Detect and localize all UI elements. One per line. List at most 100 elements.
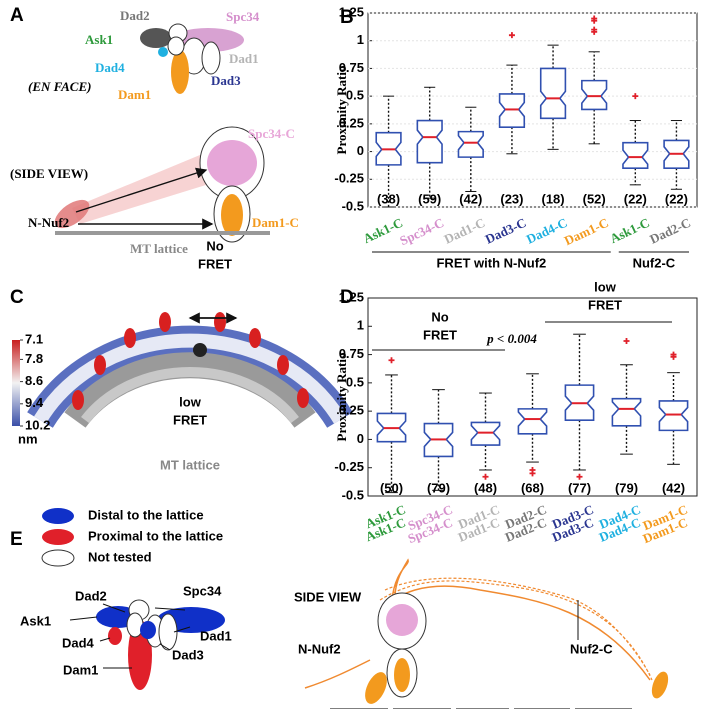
count-label: (18) <box>542 191 565 206</box>
count-label: (48) <box>474 480 497 495</box>
count-label: (50) <box>380 480 403 495</box>
side-view-diagram <box>54 126 270 243</box>
colorbar-tick-label: 7.1 <box>25 331 43 346</box>
colorbar <box>12 340 20 426</box>
x-tick-label: Dad2-C <box>647 215 693 247</box>
y-tick-label: 0 <box>357 431 364 446</box>
outlier <box>591 28 598 35</box>
label: N-Nuf2 <box>28 215 69 230</box>
outlier <box>670 353 677 360</box>
label: Spc34-C <box>248 126 295 141</box>
legend-label: Not tested <box>88 549 152 564</box>
label: Spc34 <box>226 9 260 24</box>
y-tick-label: 0.5 <box>346 374 364 389</box>
count-label: (42) <box>459 191 482 206</box>
panel-letter: E <box>10 529 23 550</box>
colorbar-tick-label: 10.2 <box>25 417 50 432</box>
x-tick-label: Dad3-C <box>483 215 529 247</box>
caption: SIDE VIEW <box>294 589 362 604</box>
panel-letter: C <box>10 287 24 308</box>
label: Dad3 <box>172 647 204 662</box>
label: Dad2 <box>75 588 107 603</box>
outlier <box>529 470 536 477</box>
label: Dam1-C <box>252 215 299 230</box>
outlier <box>623 337 630 344</box>
label: MT lattice <box>130 241 188 256</box>
annotation: FRET <box>173 412 207 427</box>
panel-letter: B <box>340 7 354 28</box>
legend-swatch <box>42 529 74 545</box>
y-tick-label: 0 <box>357 143 364 158</box>
y-tick-label: -0.5 <box>342 198 364 213</box>
label: Ask1 <box>20 613 51 628</box>
y-tick-label: 0.25 <box>339 403 364 418</box>
outlier <box>632 93 639 100</box>
count-label: (23) <box>500 191 523 206</box>
annotation: low <box>594 279 617 294</box>
outlier <box>591 17 598 24</box>
x-tick-label: Dam1-C <box>562 215 611 248</box>
y-tick-label: 0.5 <box>346 88 364 103</box>
colorbar-tick-label: 8.6 <box>25 373 43 388</box>
label: Dad2 <box>120 8 150 23</box>
count-label: (77) <box>568 480 591 495</box>
group-label: Nuf2-C <box>633 255 676 270</box>
count-label: (22) <box>624 191 647 206</box>
colorbar-tick-label: 9.4 <box>25 395 44 410</box>
label: Dad1 <box>229 51 259 66</box>
label: Dam1 <box>118 87 151 102</box>
plot-frame <box>367 12 698 208</box>
y-tick-label: -0.25 <box>334 459 364 474</box>
x-tick-label: Dad1-C <box>442 215 488 247</box>
box <box>658 400 689 432</box>
y-tick-label: 0.75 <box>339 346 364 361</box>
caption: (EN FACE) <box>28 79 91 94</box>
y-tick-label: 0.75 <box>339 60 364 75</box>
count-label: (38) <box>377 191 400 206</box>
colorbar-tick-label: 7.8 <box>25 351 43 366</box>
annotation: low <box>179 394 202 409</box>
box <box>581 79 608 111</box>
count-label: (42) <box>662 480 685 495</box>
label: Dad1 <box>200 628 232 643</box>
y-axis-label: Proximity Ratio <box>334 66 349 155</box>
annotation: FRET <box>588 297 622 312</box>
y-axis-label: Proximity Ratio <box>334 353 349 442</box>
box <box>539 67 567 120</box>
box <box>498 93 526 128</box>
label: Dad4 <box>62 635 95 650</box>
legend-swatch <box>41 549 75 567</box>
label: Dad4 <box>95 60 125 75</box>
y-tick-label: 0.25 <box>339 115 364 130</box>
x-tick-label: Ask1-C <box>608 215 652 246</box>
x-tick-label: Dad4-C <box>524 215 570 247</box>
plot-frame <box>367 297 698 497</box>
y-tick-label: -0.5 <box>342 487 364 502</box>
count-label: (22) <box>665 191 688 206</box>
y-tick-label: -0.25 <box>334 171 364 186</box>
x-tick-label: Spc34-C <box>397 215 446 248</box>
label: Ask1 <box>85 32 113 47</box>
legend-label: Distal to the lattice <box>88 507 204 522</box>
legend-label: Proximal to the lattice <box>88 528 223 543</box>
count-label: (52) <box>583 191 606 206</box>
panel-letter: D <box>340 287 354 308</box>
label: Dam1 <box>63 662 98 677</box>
label: N-Nuf2 <box>298 641 341 656</box>
y-tick-label: 1.25 <box>339 4 364 19</box>
outlier <box>482 473 489 480</box>
e-diagram <box>69 599 225 690</box>
legend-swatch <box>42 508 74 524</box>
box <box>611 397 642 427</box>
outlier <box>508 32 515 39</box>
count-label: (68) <box>521 480 544 495</box>
annotation: FRET <box>423 327 457 342</box>
count-label: (79) <box>615 480 638 495</box>
y-tick-label: 1.25 <box>339 289 364 304</box>
x-tick-label: Ask1-C <box>361 215 405 246</box>
label: MT lattice <box>160 457 220 472</box>
label: Spc34 <box>183 583 222 598</box>
count-label: (79) <box>427 480 450 495</box>
y-tick-label: 1 <box>357 318 364 333</box>
